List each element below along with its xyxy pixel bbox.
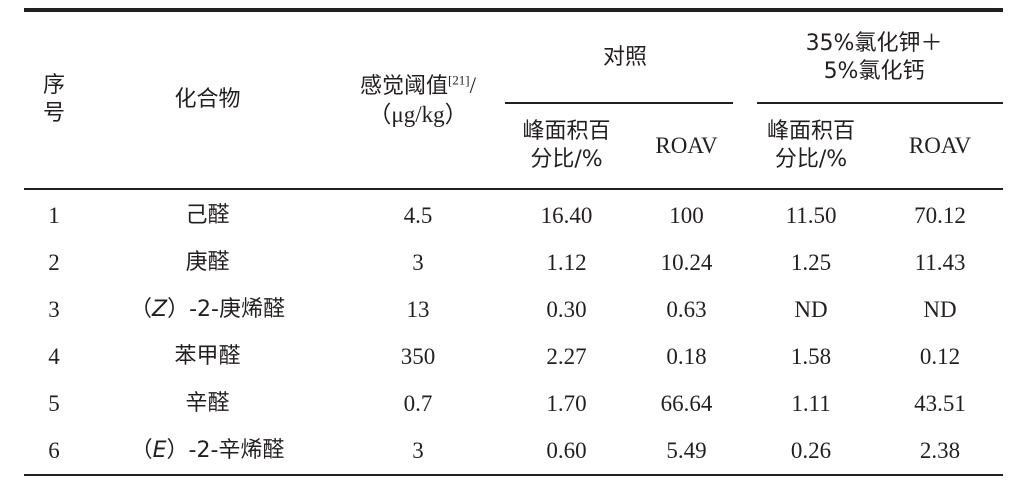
- compound-name: 庚醛: [185, 249, 230, 275]
- header-row-1: 序 号 化合物 感觉阈值[21]/ （μg/kg） 对照 35%氯化钾＋ 5%氯…: [24, 8, 1004, 190]
- cell-compound: （E）-2-辛烯醛: [84, 427, 331, 476]
- cell-control-roav: 100: [669, 202, 704, 228]
- header-threshold-ref: [21]: [447, 71, 470, 87]
- cell-control-area: 2.27: [546, 343, 587, 369]
- cell-treatment-roav: ND: [923, 296, 957, 322]
- cell-threshold: 3: [412, 249, 424, 275]
- header-treatment-line1: 35%氯化钾＋: [805, 31, 943, 56]
- header-index-line1: 序: [42, 73, 65, 98]
- table-row: 1 己醛 4.5 16.40 100 11.50 70.12: [24, 189, 1003, 239]
- compound-stereo: E: [152, 437, 167, 463]
- cell-treatment-area: 11.50: [785, 202, 837, 228]
- table-row: 4 苯甲醛 350 2.27 0.18 1.58 0.12: [24, 333, 1003, 380]
- compound-name: 辛醛: [185, 390, 230, 416]
- cell-treatment-area: 0.26: [745, 427, 878, 476]
- cell-treatment-roav: 70.12: [914, 202, 966, 228]
- compound-suffix: ）-2-: [166, 437, 219, 463]
- cell-treatment-roav: 0.12: [919, 343, 961, 369]
- cell-threshold: 4.5: [403, 202, 433, 228]
- header-treatment-roav: ROAV: [877, 104, 1004, 190]
- cell-control-roav: 0.63: [666, 296, 707, 322]
- cell-treatment-area: 1.11: [791, 390, 831, 416]
- compound-prefix: （: [130, 437, 153, 463]
- header-threshold-unit: （μg/kg）: [368, 101, 468, 127]
- header-row-2: 峰面积百 分比/% ROAV 峰面积百 分比/% ROAV: [24, 104, 1004, 190]
- cell-control-roav: 0.18: [666, 343, 707, 369]
- cell-index: 6: [24, 427, 84, 476]
- table-row: 3 （Z）-2-庚烯醛 13 0.30 0.63 ND ND: [24, 286, 1003, 333]
- header-treatment-peak-area-line1: 峰面积百: [767, 119, 856, 144]
- cell-control-roav: 10.24: [660, 249, 713, 275]
- header-index-line2: 号: [42, 101, 65, 126]
- header-group-treatment: 35%氯化钾＋ 5%氯化钙: [745, 8, 1004, 106]
- compound-name: 辛烯醛: [218, 437, 285, 463]
- cell-treatment-area: ND: [794, 296, 828, 322]
- cell-control-area: 0.30: [546, 296, 587, 322]
- cell-compound: （Z）-2-庚烯醛: [84, 286, 331, 333]
- cell-threshold: 3: [331, 427, 505, 476]
- cell-threshold: 0.7: [403, 390, 433, 416]
- compound-name: 苯甲醛: [174, 343, 241, 369]
- header-compound: 化合物: [84, 8, 331, 190]
- cell-index: 5: [48, 390, 60, 416]
- cell-control-area: 1.70: [546, 390, 587, 416]
- compound-stereo: Z: [152, 296, 168, 322]
- cell-treatment-roav: 11.43: [914, 249, 966, 275]
- compound-name: 庚烯醛: [218, 296, 285, 322]
- header-control-roav: ROAV: [628, 104, 746, 190]
- cell-index: 4: [48, 343, 60, 369]
- table-row: 5 辛醛 0.7 1.70 66.64 1.11 43.51: [24, 380, 1003, 427]
- compound-suffix: ）-2-: [167, 296, 219, 322]
- cell-index: 3: [48, 296, 60, 322]
- cell-threshold: 350: [400, 343, 436, 369]
- cell-control-area: 0.60: [505, 427, 628, 476]
- cell-index: 1: [48, 202, 60, 228]
- table-row: 2 庚醛 3 1.12 10.24 1.25 11.43: [24, 239, 1003, 286]
- cell-treatment-area: 1.25: [790, 249, 832, 275]
- cell-treatment-roav: 43.51: [914, 390, 966, 416]
- header-treatment-peak-area: 峰面积百 分比/%: [745, 104, 878, 190]
- header-control-peak-area-line2: 分比/%: [530, 147, 603, 172]
- cell-threshold: 13: [406, 296, 430, 322]
- header-control-peak-area: 峰面积百 分比/%: [505, 104, 628, 190]
- table-row: 6 （E）-2-辛烯醛 3 0.60 5.49 0.26 2.38: [24, 427, 1004, 476]
- cell-compound: 庚醛: [84, 239, 331, 286]
- cell-index: 2: [48, 249, 60, 275]
- header-threshold-label: 感觉阈值: [359, 73, 448, 99]
- header-threshold: 感觉阈值[21]/ （μg/kg）: [331, 8, 505, 190]
- cell-control-area: 1.12: [546, 249, 587, 275]
- header-threshold-slash: /: [469, 72, 477, 98]
- header-treatment-peak-area-line2: 分比/%: [774, 147, 848, 172]
- cell-control-roav: 5.49: [628, 427, 746, 476]
- cell-compound: 辛醛: [84, 380, 331, 427]
- cell-compound: 己醛: [84, 189, 331, 239]
- compound-prefix: （: [130, 296, 153, 322]
- header-control-peak-area-line1: 峰面积百: [522, 119, 611, 144]
- header-group-control: 对照: [505, 8, 746, 106]
- header-treatment-line2: 5%氯化钙: [823, 59, 925, 84]
- compound-table: 序 号 化合物 感觉阈值[21]/ （μg/kg） 对照 35%氯化钾＋ 5%氯…: [24, 8, 1004, 476]
- cell-treatment-roav: 2.38: [877, 427, 1004, 476]
- cell-control-roav: 66.64: [660, 390, 713, 416]
- cell-treatment-area: 1.58: [790, 343, 832, 369]
- compound-name: 己醛: [185, 202, 230, 228]
- data-table-container: 序 号 化合物 感觉阈值[21]/ （μg/kg） 对照 35%氯化钾＋ 5%氯…: [24, 8, 1004, 476]
- cell-control-area: 16.40: [540, 202, 593, 228]
- cell-compound: 苯甲醛: [84, 333, 331, 380]
- header-index: 序 号: [24, 8, 84, 190]
